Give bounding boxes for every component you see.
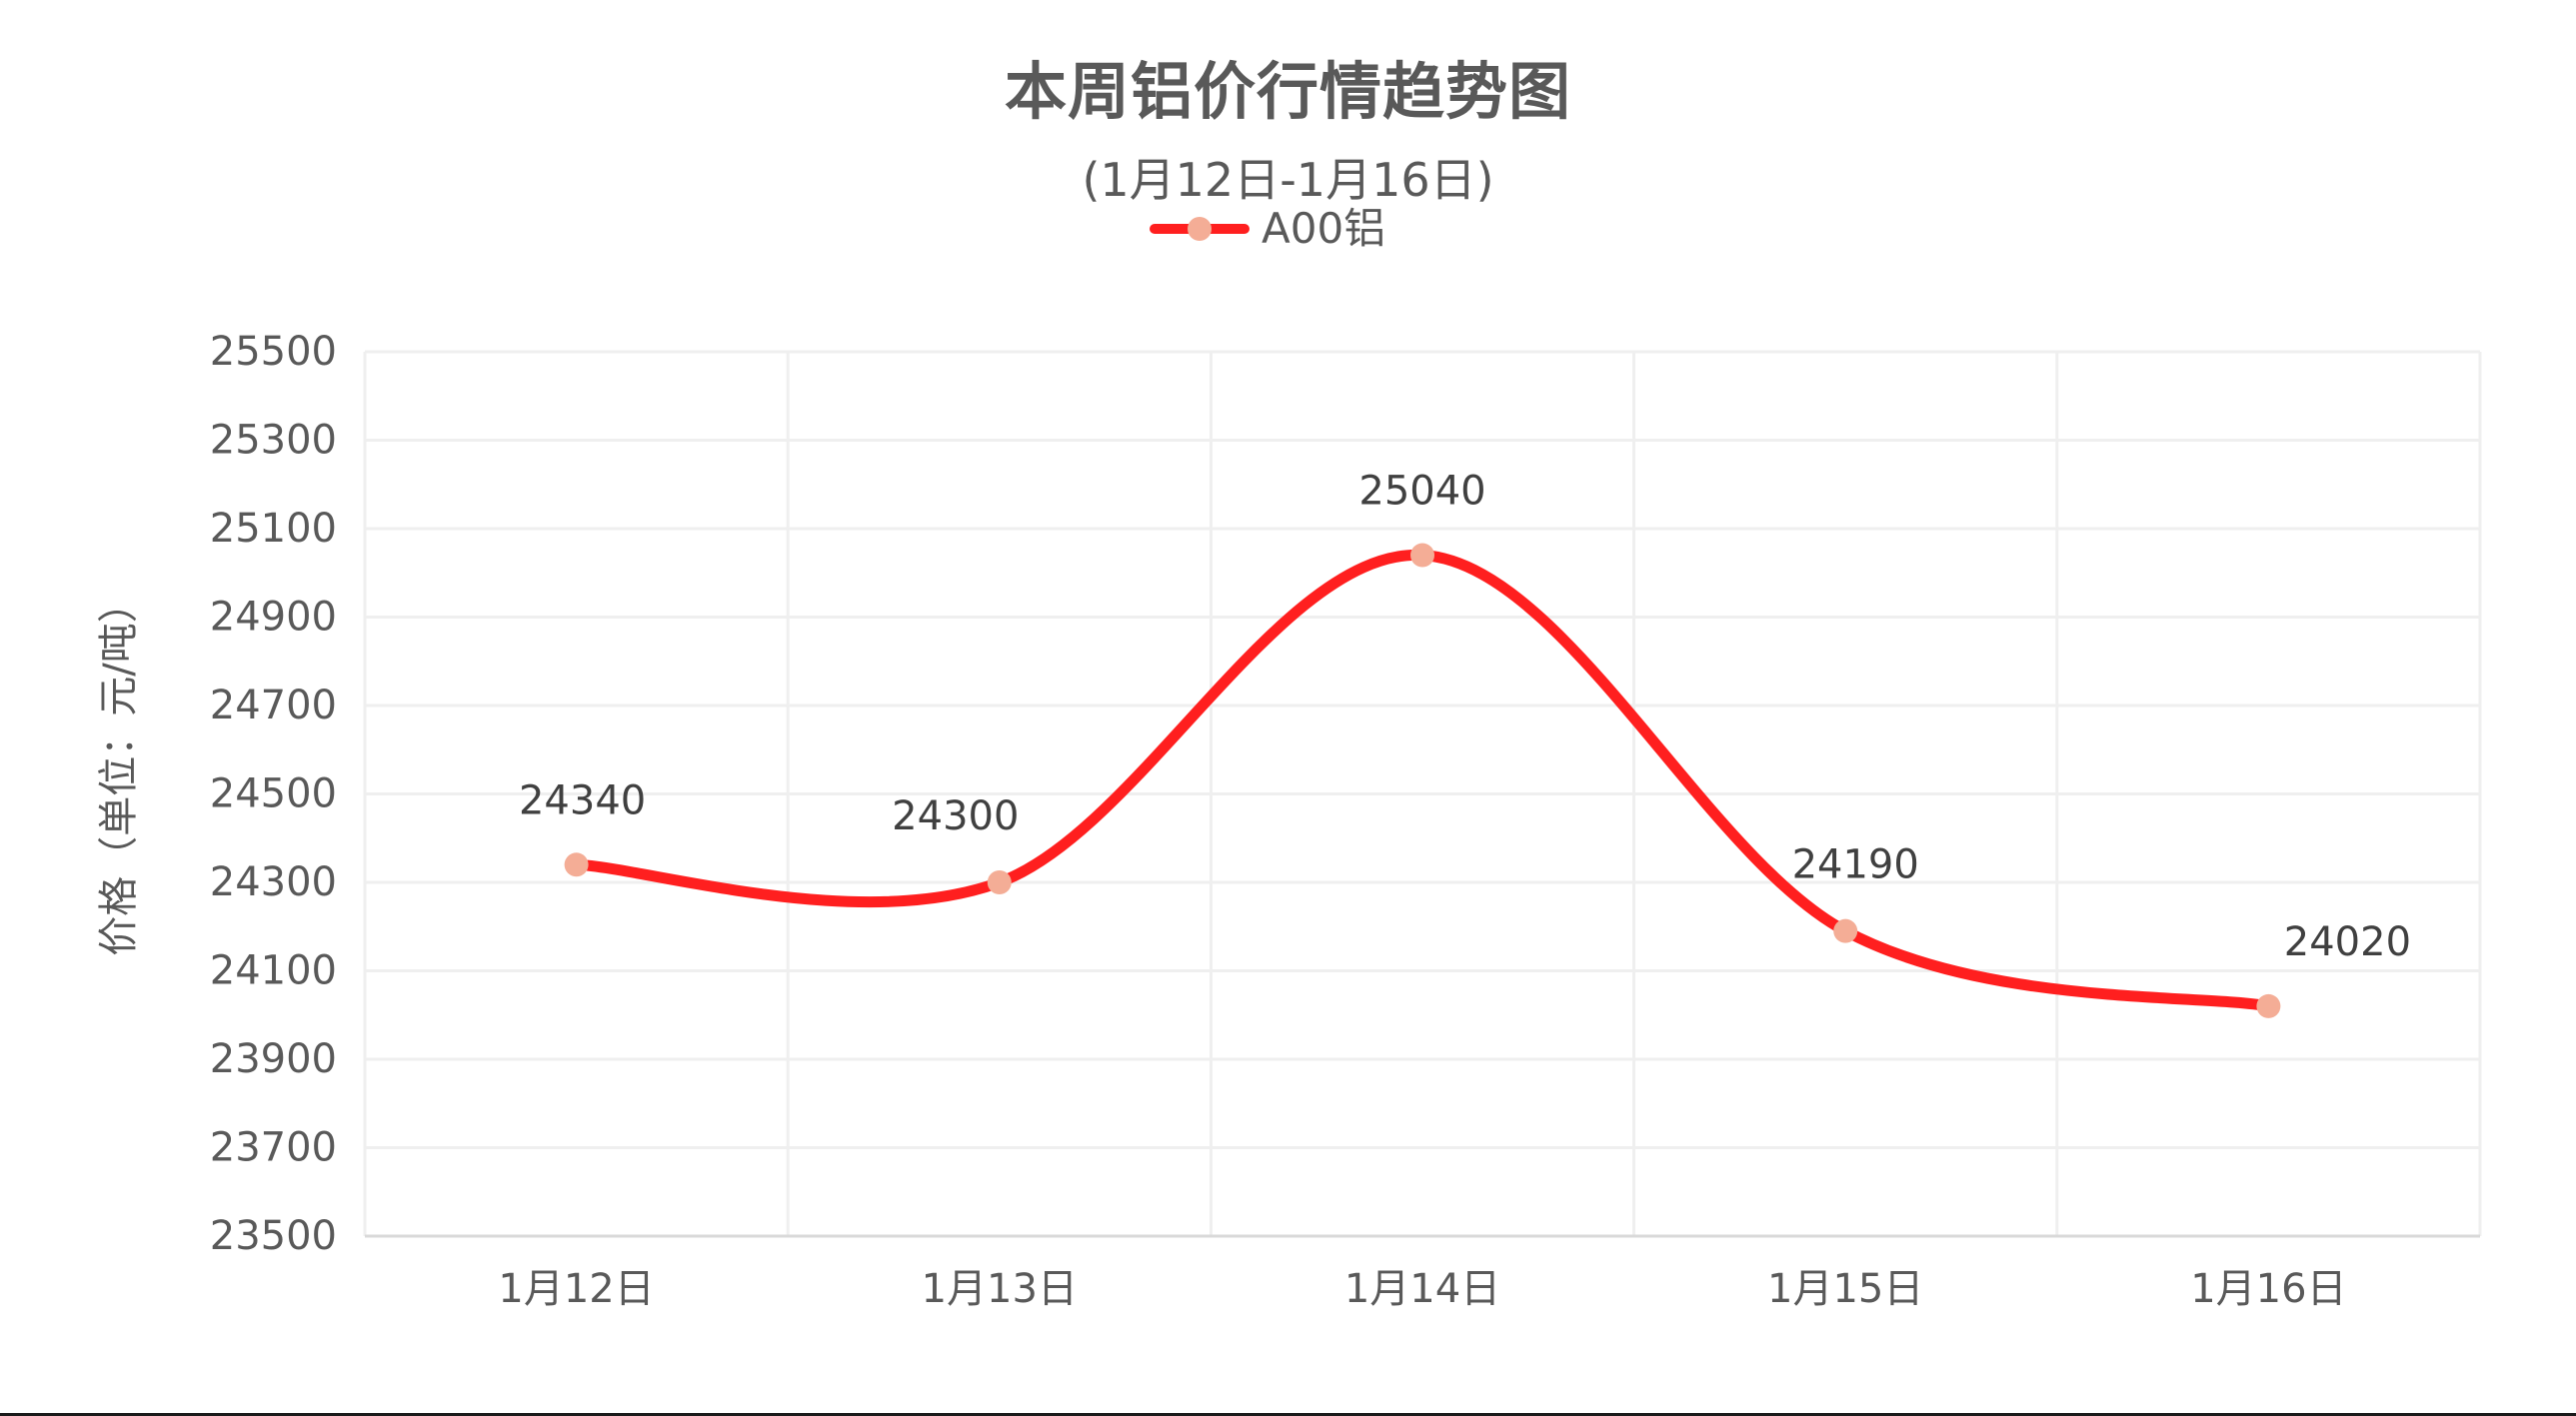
- data-label: 24340: [519, 777, 646, 823]
- bottom-border: [0, 1413, 2576, 1416]
- y-tick-label: 25500: [210, 329, 337, 375]
- legend-label: A00铝: [1262, 204, 1386, 253]
- legend: A00铝: [1150, 204, 1385, 254]
- series-line: [571, 550, 2274, 1012]
- series-a00-aluminum: [564, 543, 2281, 1018]
- gridlines: [363, 350, 2482, 1236]
- y-tick-label: 25300: [210, 418, 337, 464]
- data-point-marker[interactable]: [987, 870, 1012, 894]
- y-tick-label: 23700: [210, 1125, 337, 1171]
- data-point-marker[interactable]: [564, 852, 589, 877]
- chart-subtitle: (1月12日-1月16日): [1082, 153, 1494, 207]
- y-tick-label: 24500: [210, 771, 337, 817]
- y-tick-label: 24300: [210, 859, 337, 905]
- x-tick-label: 1月14日: [1344, 1266, 1500, 1312]
- y-tick-label: 24900: [210, 595, 337, 641]
- data-label: 24300: [892, 793, 1019, 839]
- x-tick-label: 1月12日: [498, 1266, 654, 1312]
- data-point-marker[interactable]: [2256, 993, 2281, 1018]
- legend-marker: [1188, 217, 1212, 241]
- legend-line-marker-icon: [1150, 204, 1250, 254]
- data-label: 24190: [1792, 842, 1919, 888]
- y-tick-label: 23500: [210, 1213, 337, 1259]
- y-tick-label: 23900: [210, 1036, 337, 1082]
- data-labels: 24340 24300 25040 24190 24020: [519, 469, 2411, 965]
- data-point-marker[interactable]: [1410, 543, 1434, 568]
- x-tick-label: 1月13日: [922, 1266, 1078, 1312]
- x-tick-label: 1月15日: [1767, 1266, 1923, 1312]
- data-point-marker[interactable]: [1833, 918, 1858, 943]
- y-tick-label: 24700: [210, 683, 337, 728]
- data-label: 24020: [2284, 919, 2411, 965]
- x-tick-label: 1月16日: [2190, 1266, 2346, 1312]
- x-axis-tick-labels: 1月12日 1月13日 1月14日 1月15日 1月16日: [498, 1266, 2346, 1312]
- data-label: 25040: [1358, 469, 1485, 515]
- y-tick-label: 24100: [210, 948, 337, 994]
- y-axis-tick-labels: 25500 25300 25100 24900 24700 24500 24300 24100…: [210, 329, 337, 1259]
- chart-title: 本周铝价行情趋势图: [1004, 55, 1571, 128]
- y-tick-label: 25100: [210, 506, 337, 552]
